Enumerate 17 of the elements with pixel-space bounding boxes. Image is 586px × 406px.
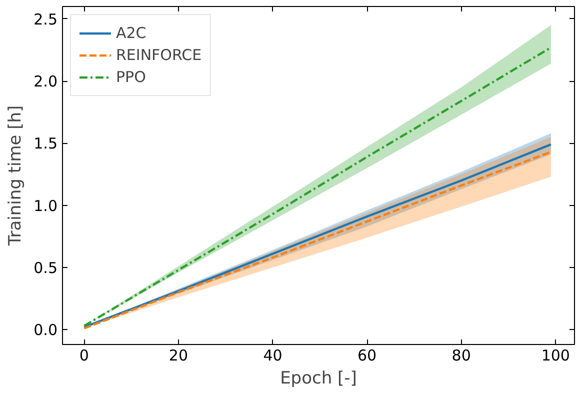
y-axis-title: Training time [h] <box>6 105 26 247</box>
legend-label: PPO <box>116 68 146 86</box>
legend-label: A2C <box>116 24 146 42</box>
x-tick-label: 80 <box>452 346 471 364</box>
x-tick-label: 60 <box>358 346 377 364</box>
y-tick-label: 0.5 <box>34 258 58 277</box>
x-tick-label: 20 <box>168 346 188 364</box>
legend-label: REINFORCE <box>116 46 202 64</box>
y-tick-label: 1.5 <box>34 134 58 153</box>
y-tick-label: 1.0 <box>34 196 58 215</box>
x-tick-label: 0 <box>79 346 89 364</box>
y-tick-label: 2.0 <box>34 72 58 91</box>
x-tick-label: 40 <box>263 346 282 364</box>
x-tick-label: 100 <box>541 346 570 364</box>
y-tick-label: 2.5 <box>34 10 58 28</box>
y-tick-label: 0.0 <box>34 321 58 340</box>
x-axis-title: Epoch [-] <box>280 368 357 388</box>
